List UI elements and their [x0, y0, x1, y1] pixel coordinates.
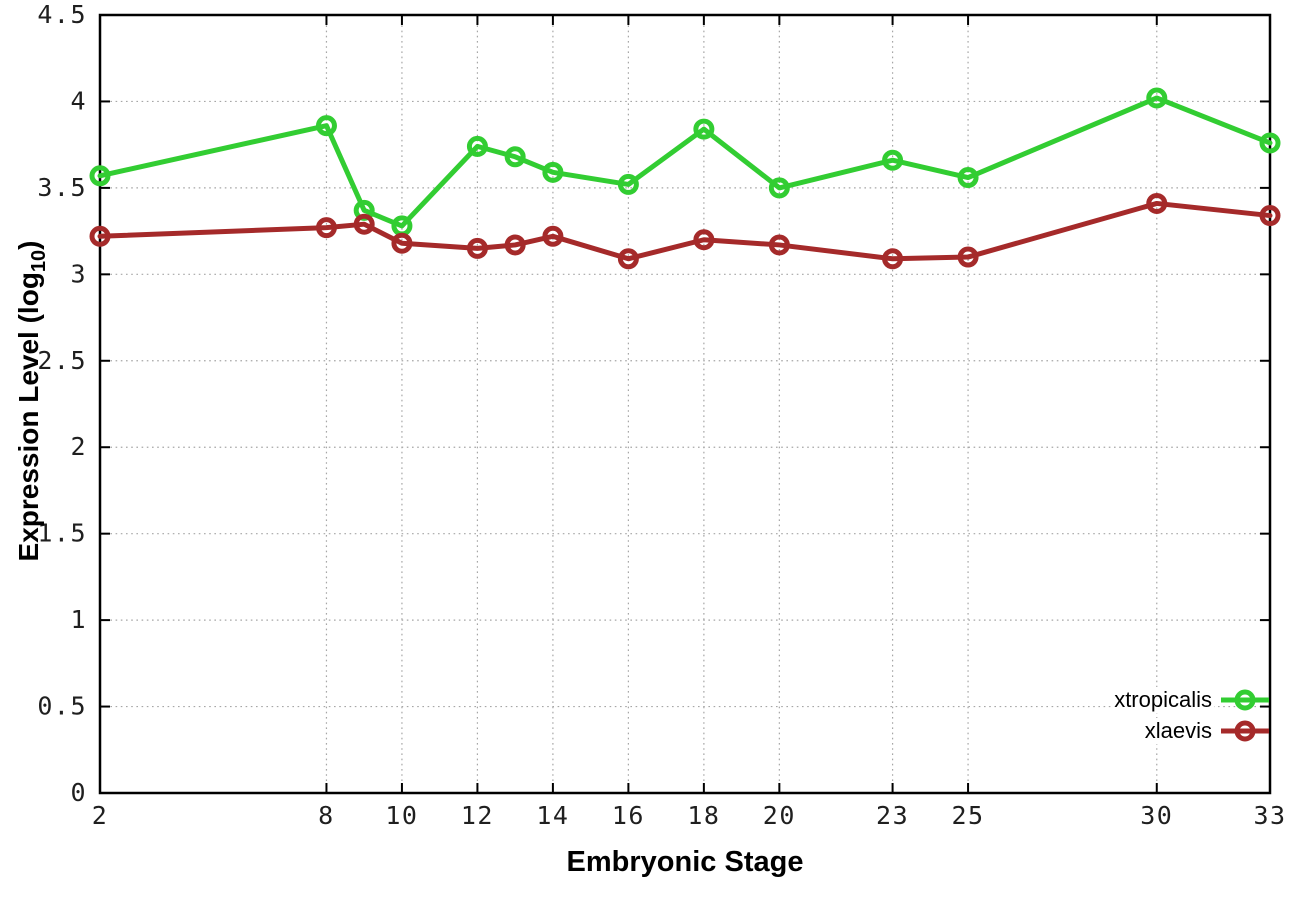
data-point-xlaevis: [504, 234, 526, 256]
y-tick-label: 3.5: [37, 173, 87, 202]
legend-entry-xtropicalis: xtropicalis: [1112, 684, 1270, 715]
y-tick-label: 1: [70, 605, 87, 634]
x-tick-label: 16: [612, 801, 645, 830]
legend-label: xlaevis: [1142, 717, 1214, 744]
series-line-xtropicalis: [97, 95, 1273, 229]
y-tick-label: 1.5: [37, 519, 87, 548]
legend-marker-icon: [1221, 689, 1269, 710]
x-axis-title: Embryonic Stage: [566, 846, 804, 878]
data-point-xtropicalis: [882, 149, 904, 171]
y-tick-label: 2.5: [37, 346, 87, 375]
data-point-xtropicalis: [693, 118, 715, 140]
x-tick-label: 33: [1253, 801, 1286, 830]
data-point-xlaevis: [466, 237, 488, 259]
legend-label: xtropicalis: [1112, 686, 1214, 713]
y-axis-title: Expression Level (log10): [13, 151, 50, 651]
y-tick-label: 4.5: [37, 0, 87, 29]
x-tick-label: 14: [536, 801, 569, 830]
legend-entry-xlaevis: xlaevis: [1112, 715, 1270, 746]
data-point-xtropicalis: [1259, 132, 1281, 154]
y-tick-label: 0: [70, 778, 87, 807]
data-point-xtropicalis: [466, 135, 488, 157]
legend: xtropicalis xlaevis: [1112, 684, 1270, 746]
x-tick-label: 30: [1140, 801, 1173, 830]
data-point-xlaevis: [957, 246, 979, 268]
data-point-xlaevis: [1146, 192, 1168, 214]
legend-marker-icon: [1221, 720, 1269, 741]
data-point-xtropicalis: [1146, 87, 1168, 109]
x-tick-label: 20: [763, 801, 796, 830]
x-tick-label: 18: [687, 801, 720, 830]
x-tick-label: 2: [92, 801, 109, 830]
x-tick-label: 8: [318, 801, 335, 830]
data-point-xlaevis: [542, 225, 564, 247]
data-point-xlaevis: [768, 234, 790, 256]
data-point-xtropicalis: [315, 115, 337, 137]
data-point-xlaevis: [1259, 205, 1281, 227]
y-axis-title-text: Expression Level (log: [13, 272, 44, 562]
data-point-xtropicalis: [957, 167, 979, 189]
series-line-xlaevis: [97, 200, 1273, 262]
data-point-xlaevis: [89, 225, 111, 247]
plot-border: [98, 13, 1272, 795]
data-point-xtropicalis: [617, 173, 639, 195]
y-axis-title-close: ): [13, 240, 44, 250]
y-tick-label: 2: [70, 432, 87, 461]
data-point-xlaevis: [693, 229, 715, 251]
data-point-xlaevis: [882, 248, 904, 270]
data-point-xlaevis: [315, 217, 337, 239]
x-tick-label: 25: [952, 801, 985, 830]
x-tick-label: 10: [385, 801, 418, 830]
data-point-xtropicalis: [768, 177, 790, 199]
data-point-xlaevis: [391, 232, 413, 254]
data-point-xtropicalis: [542, 161, 564, 183]
y-tick-label: 4: [70, 86, 87, 115]
x-tick-label: 12: [461, 801, 494, 830]
y-tick-label: 0.5: [37, 692, 87, 721]
y-tick-label: 3: [70, 259, 87, 288]
data-point-xlaevis: [353, 213, 375, 235]
data-point-xtropicalis: [89, 165, 111, 187]
data-point-xtropicalis: [504, 146, 526, 168]
data-point-xlaevis: [617, 248, 639, 270]
x-tick-label: 23: [876, 801, 909, 830]
y-axis-title-subscript: 10: [28, 249, 50, 273]
